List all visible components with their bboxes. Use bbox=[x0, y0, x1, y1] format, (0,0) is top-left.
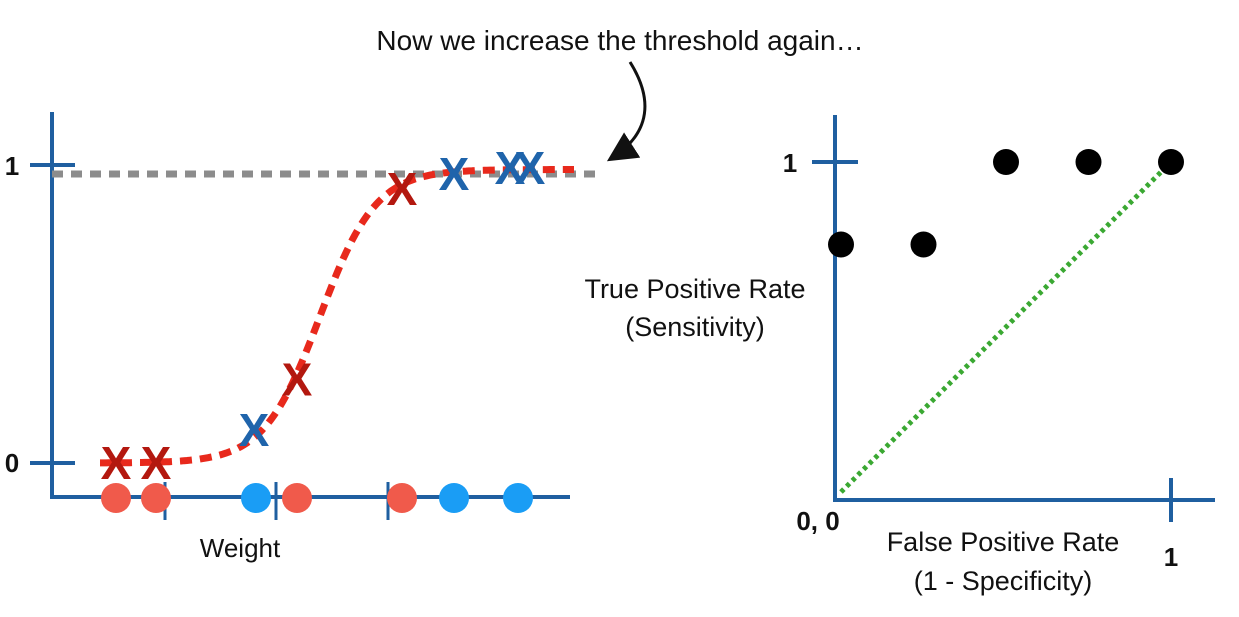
not-obese-sample-dot bbox=[503, 483, 533, 513]
roc-y-axis-label: True Positive Rate bbox=[584, 274, 805, 304]
probability-x-mark: X bbox=[515, 142, 546, 194]
probability-x-mark: X bbox=[387, 163, 418, 215]
not-obese-sample-dot bbox=[241, 483, 271, 513]
left-y-tick-label-1: 1 bbox=[5, 151, 19, 181]
obese-sample-dot bbox=[282, 483, 312, 513]
probability-x-mark: X bbox=[439, 148, 470, 200]
roc-y-tick-label: 1 bbox=[783, 148, 797, 178]
roc-x-tick-label: 1 bbox=[1164, 542, 1178, 572]
roc-diagonal bbox=[839, 160, 1173, 494]
roc-point bbox=[828, 231, 854, 258]
probability-x-mark: X bbox=[141, 437, 172, 489]
roc-x-axis-sublabel: (1 - Specificity) bbox=[914, 566, 1093, 596]
roc-x-axis-label: False Positive Rate bbox=[887, 527, 1120, 557]
not-obese-sample-dot bbox=[439, 483, 469, 513]
roc-y-axis-sublabel: (Sensitivity) bbox=[625, 312, 765, 342]
roc-origin-label: 0, 0 bbox=[796, 506, 839, 536]
obese-sample-dot bbox=[387, 483, 417, 513]
probability-x-mark: X bbox=[282, 354, 313, 406]
left-x-axis-label: Weight bbox=[200, 533, 281, 563]
roc-point bbox=[993, 149, 1019, 175]
obese-sample-dot bbox=[141, 483, 171, 513]
roc-point bbox=[1158, 149, 1184, 175]
logistic-curve bbox=[100, 166, 574, 467]
probability-x-mark: X bbox=[101, 437, 132, 489]
obese-sample-dot bbox=[101, 483, 131, 513]
left-y-tick-label-0: 0 bbox=[5, 448, 19, 478]
roc-point bbox=[910, 231, 937, 258]
probability-x-mark: X bbox=[239, 404, 270, 456]
roc-point bbox=[1075, 149, 1102, 175]
probability-x-mark: X bbox=[495, 142, 526, 194]
annotation-arrow bbox=[606, 61, 647, 162]
annotation-text: Now we increase the threshold again… bbox=[376, 25, 863, 56]
roc-chart: 1 1 0, 0 True Positive Rate (Sensitivity… bbox=[584, 115, 1215, 596]
